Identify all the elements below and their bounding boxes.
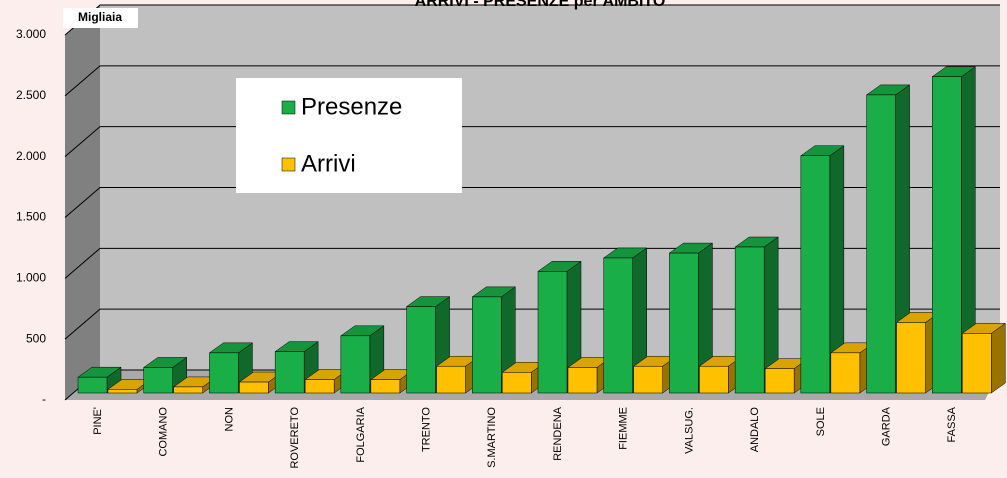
bar bbox=[734, 236, 779, 394]
x-tick-label: FASSA bbox=[946, 406, 958, 442]
bar-front bbox=[209, 352, 239, 394]
legend bbox=[236, 78, 462, 193]
grid-line bbox=[64, 187, 1000, 218]
bar-front bbox=[567, 367, 598, 394]
grid-line bbox=[64, 65, 1000, 97]
bar-front bbox=[107, 389, 138, 394]
y-tick-label: - bbox=[42, 392, 46, 406]
bar-front bbox=[734, 246, 765, 394]
x-tick-label: S.MARTINO bbox=[486, 407, 498, 468]
y-tick-label: 3.000 bbox=[16, 27, 46, 41]
bar-front bbox=[406, 306, 436, 394]
bar-front bbox=[537, 271, 568, 394]
x-tick-label: RENDENA bbox=[552, 406, 564, 460]
bar-front bbox=[699, 365, 729, 394]
bar-front bbox=[77, 376, 108, 394]
bar-side bbox=[991, 322, 1006, 394]
bar bbox=[632, 355, 678, 394]
x-tick-label: ROVERETO bbox=[289, 407, 301, 469]
y-tick-label: 2.500 bbox=[16, 88, 46, 102]
bar bbox=[668, 242, 714, 394]
bar-front bbox=[143, 367, 173, 394]
bar-front bbox=[764, 368, 795, 394]
bar-front bbox=[239, 381, 269, 394]
x-tick-label: TRENTO bbox=[420, 407, 432, 452]
bar-front bbox=[436, 365, 466, 394]
chart-title: ARRIVI - PRESENZE per AMBITO bbox=[415, 0, 666, 10]
bar-front bbox=[830, 352, 861, 394]
bar bbox=[471, 286, 517, 394]
bar bbox=[602, 247, 648, 394]
x-tick-label: FOLGARIA bbox=[355, 406, 367, 462]
bar bbox=[142, 356, 188, 394]
x-tick-label: GARDA bbox=[880, 406, 892, 446]
bar-front bbox=[304, 379, 335, 394]
bar-front bbox=[932, 76, 962, 394]
bar-front bbox=[274, 351, 305, 394]
bar bbox=[537, 260, 582, 394]
x-tick-label: ANDALO bbox=[749, 407, 761, 453]
bar-front bbox=[962, 333, 992, 394]
bar bbox=[567, 356, 612, 394]
x-tick-label: COMANO bbox=[158, 407, 170, 457]
bar-front bbox=[370, 379, 401, 394]
bar-front bbox=[603, 257, 633, 394]
grid-line bbox=[64, 126, 1000, 158]
legend-label: Presenze bbox=[301, 93, 402, 120]
bar-front bbox=[866, 94, 896, 394]
y-tick-label: 2.000 bbox=[16, 149, 46, 163]
x-tick-label: VALSUG. bbox=[683, 407, 695, 454]
bar-front bbox=[472, 296, 502, 394]
bar bbox=[931, 66, 977, 394]
x-tick-label: NON bbox=[223, 407, 235, 432]
y-tick-label: 1.500 bbox=[16, 210, 46, 224]
y-tick-label: 1.000 bbox=[16, 271, 46, 285]
bar bbox=[961, 322, 1007, 394]
legend-swatch bbox=[281, 100, 296, 115]
bar-front bbox=[633, 365, 663, 394]
y-tick-label: 500 bbox=[26, 331, 46, 345]
x-tick-label: PINE' bbox=[92, 407, 104, 435]
bar-front bbox=[800, 155, 831, 394]
bar-front bbox=[173, 386, 203, 394]
bar-front bbox=[669, 252, 699, 394]
bar-front bbox=[502, 372, 532, 394]
legend-label: Arrivi bbox=[301, 150, 356, 177]
legend-swatch bbox=[281, 157, 296, 172]
unit-label: Migliaia bbox=[78, 10, 122, 24]
x-tick-label: SOLE bbox=[815, 407, 827, 436]
bar-front bbox=[340, 335, 371, 394]
unit-box bbox=[63, 8, 138, 28]
x-tick-label: FIEMME bbox=[618, 407, 630, 450]
bar-front bbox=[896, 322, 926, 394]
